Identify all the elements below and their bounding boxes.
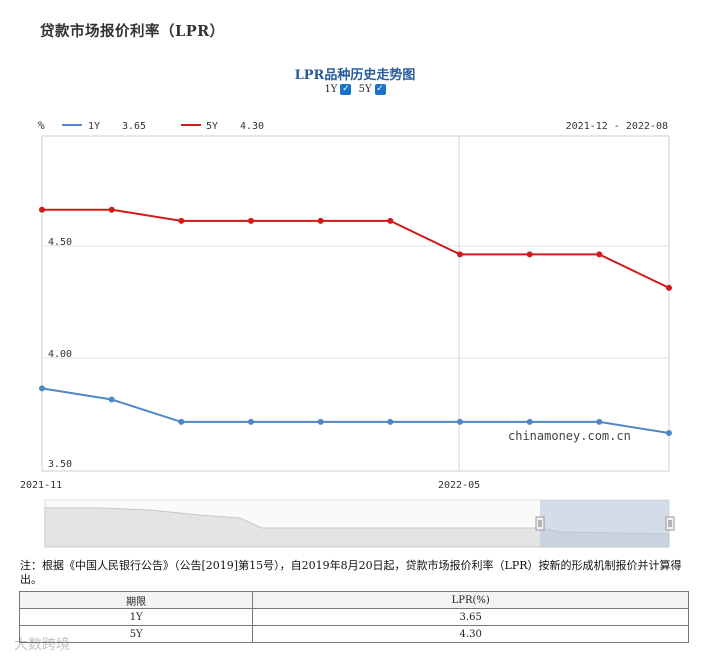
- series-line-5y: [42, 208, 670, 289]
- table-cell-rate: 3.65: [252, 608, 689, 626]
- image-watermark: 大数跨境: [14, 637, 70, 653]
- toggle-1y[interactable]: 1Y ✓: [324, 84, 352, 95]
- x-tick-label: 2021-11: [20, 480, 62, 491]
- data-point-1y[interactable]: [457, 418, 463, 425]
- legend-5y-value: 4.30: [240, 121, 264, 132]
- table-cell-term: 5Y: [18, 625, 254, 643]
- toggle-1y-label: 1Y: [324, 84, 338, 95]
- range-navigator[interactable]: [44, 499, 675, 548]
- data-point-5y[interactable]: [666, 284, 672, 291]
- series-toggles: 1Y ✓ 5Y ✓: [0, 84, 710, 95]
- chinamoney-watermark: chinamoney.com.cn: [508, 429, 631, 443]
- data-point-5y[interactable]: [108, 206, 115, 213]
- data-point-1y[interactable]: [317, 418, 324, 425]
- table-header-row: 期限 LPR(%): [18, 591, 689, 609]
- data-point-1y[interactable]: [666, 430, 672, 437]
- data-point-5y[interactable]: [248, 217, 254, 224]
- navigator-right-handle[interactable]: [665, 516, 675, 531]
- toggle-5y-label: 5Y: [358, 84, 372, 95]
- table-row: 1Y 3.65: [18, 608, 689, 626]
- data-point-5y[interactable]: [526, 251, 533, 258]
- table-cell-rate: 4.30: [252, 625, 689, 643]
- series-layer: [39, 206, 672, 437]
- y-tick-label: 3.50: [48, 459, 72, 470]
- y-tick-label: 4.00: [48, 349, 72, 360]
- legend-1y-value: 3.65: [122, 121, 146, 132]
- data-point-1y[interactable]: [108, 396, 115, 403]
- data-point-1y[interactable]: [178, 418, 185, 425]
- lpr-line-chart: % 1Y 3.65 5Y 4.30 2021-12 - 2022-08 4.50…: [20, 119, 675, 548]
- chart-title: LPR品种历史走势图: [294, 68, 416, 83]
- data-point-5y[interactable]: [317, 217, 324, 224]
- data-point-5y[interactable]: [457, 251, 463, 258]
- navigator-selection[interactable]: [540, 500, 669, 547]
- x-tick-label: 2022-05: [438, 480, 480, 491]
- date-range-label: 2021-12 - 2022-08: [566, 121, 668, 132]
- table-header-rate: LPR(%): [252, 591, 689, 609]
- legend-5y-name: 5Y: [206, 121, 218, 132]
- footnote: 注：根据《中国人民银行公告》（公告[2019]第15号），自2019年8月20日…: [20, 559, 682, 586]
- legend-5y[interactable]: 5Y 4.30: [181, 121, 264, 132]
- data-point-1y[interactable]: [248, 418, 254, 425]
- data-point-5y[interactable]: [178, 217, 185, 224]
- page-title: 贷款市场报价利率（LPR）: [40, 23, 225, 40]
- checkbox-1y-icon[interactable]: ✓: [340, 84, 352, 95]
- data-point-1y[interactable]: [596, 418, 603, 425]
- lpr-table: 期限 LPR(%) 1Y 3.65 5Y 4.30: [18, 591, 689, 643]
- y-unit-label: %: [38, 119, 45, 132]
- data-point-1y[interactable]: [39, 385, 45, 392]
- toggle-5y[interactable]: 5Y ✓: [359, 84, 386, 95]
- table-cell-term: 1Y: [18, 608, 254, 626]
- data-point-5y[interactable]: [39, 206, 45, 213]
- legend-1y[interactable]: 1Y 3.65: [62, 121, 146, 132]
- checkbox-5y-icon[interactable]: ✓: [374, 84, 386, 95]
- plot-area: [41, 135, 670, 472]
- legend-1y-name: 1Y: [88, 121, 100, 132]
- series-line-1y: [41, 387, 670, 434]
- data-point-1y[interactable]: [526, 418, 533, 425]
- data-point-5y[interactable]: [596, 251, 603, 258]
- y-tick-label: 4.50: [48, 237, 72, 248]
- data-point-1y[interactable]: [387, 418, 394, 425]
- navigator-left-handle[interactable]: [535, 516, 545, 531]
- table-row: 5Y 4.30: [18, 625, 689, 643]
- data-point-5y[interactable]: [387, 217, 394, 224]
- table-header-term: 期限: [18, 591, 254, 609]
